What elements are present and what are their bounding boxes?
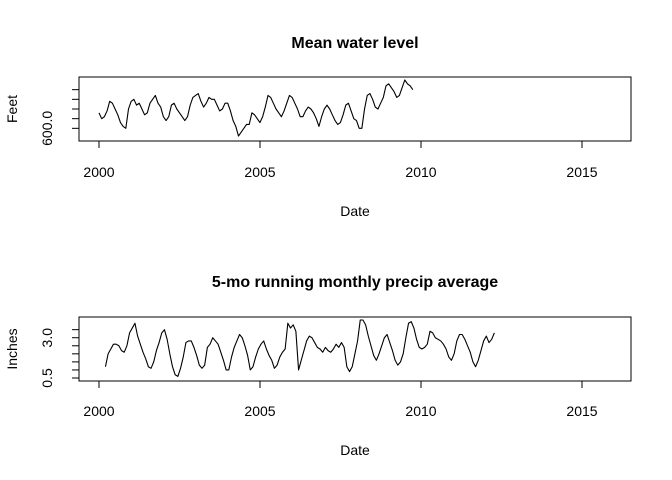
x-tick-label: 2010 bbox=[405, 403, 436, 419]
x-tick-label: 2015 bbox=[566, 164, 597, 180]
x-tick-label: 2015 bbox=[566, 403, 597, 419]
water-level-panel: Mean water level 2000 2005 2010 2015 600.0 … bbox=[4, 35, 632, 219]
plot-frame bbox=[78, 76, 632, 142]
series-line bbox=[98, 79, 414, 137]
x-tick-label: 2010 bbox=[405, 164, 436, 180]
chart-title: 5-mo running monthly precip average bbox=[212, 274, 498, 291]
y-axis: 0.5 3.0 bbox=[39, 328, 80, 388]
y-tick-label: 0.5 bbox=[39, 368, 55, 388]
x-tick-label: 2005 bbox=[244, 164, 275, 180]
y-axis-label: Feet bbox=[4, 95, 20, 123]
series-line bbox=[104, 319, 495, 377]
precip-panel: 5-mo running monthly precip average 2000… bbox=[4, 274, 632, 458]
x-axis: 2000 2005 2010 2015 bbox=[83, 380, 598, 419]
x-tick-label: 2000 bbox=[83, 403, 114, 419]
plot-area bbox=[104, 319, 495, 377]
x-tick-label: 2005 bbox=[244, 403, 275, 419]
x-axis-label: Date bbox=[340, 442, 370, 458]
y-tick-label: 3.0 bbox=[39, 328, 55, 348]
chart-title: Mean water level bbox=[291, 35, 418, 52]
plot-area bbox=[98, 79, 414, 137]
plot-frame bbox=[78, 316, 632, 382]
y-axis: 600.0 bbox=[39, 89, 80, 146]
x-axis: 2000 2005 2010 2015 bbox=[83, 140, 598, 180]
y-tick-label: 600.0 bbox=[39, 111, 55, 146]
x-tick-label: 2000 bbox=[83, 164, 114, 180]
y-axis-label: Inches bbox=[4, 328, 20, 369]
x-axis-label: Date bbox=[340, 203, 370, 219]
